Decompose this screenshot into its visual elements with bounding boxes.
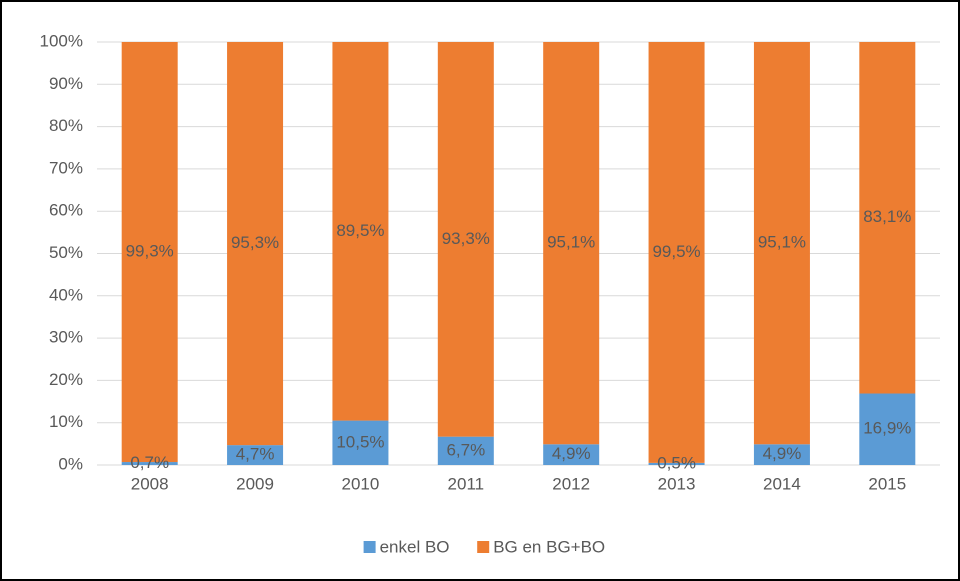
bar-segment [753, 42, 810, 445]
y-tick-label: 10% [49, 412, 83, 431]
bar-segment [437, 436, 494, 465]
data-label: 4,9% [763, 444, 802, 463]
data-label: 83,1% [863, 207, 911, 226]
x-tick-label: 2008 [131, 474, 169, 493]
bar-segment [437, 42, 494, 437]
bar-segment [121, 462, 178, 465]
data-label: 16,9% [863, 419, 911, 438]
y-tick-label: 50% [49, 243, 83, 262]
y-tick-label: 20% [49, 370, 83, 389]
x-tick-label: 2011 [448, 474, 485, 493]
data-label: 93,3% [442, 229, 490, 248]
y-tick-label: 30% [49, 328, 83, 347]
legend-swatch [477, 541, 490, 553]
data-label: 89,5% [336, 221, 384, 240]
data-label: 0,5% [657, 453, 696, 472]
x-tick-label: 2012 [552, 474, 590, 493]
x-tick-label: 2013 [658, 474, 696, 493]
bar-segment [332, 42, 389, 421]
y-tick-label: 0% [58, 454, 83, 473]
bar-segment [648, 42, 705, 463]
bar-segment [648, 462, 705, 465]
y-tick-label: 100% [40, 31, 83, 50]
bar-segment [227, 42, 284, 446]
bar-segment [332, 420, 389, 465]
bar-segment [859, 393, 916, 465]
legend-swatch [363, 541, 376, 553]
x-tick-label: 2014 [763, 474, 801, 493]
y-tick-label: 70% [49, 158, 83, 177]
data-label: 99,5% [652, 242, 700, 261]
data-label: 4,9% [552, 444, 591, 463]
y-tick-label: 40% [49, 285, 83, 304]
bar-segment [543, 42, 600, 445]
y-tick-label: 80% [49, 116, 83, 135]
x-tick-label: 2010 [342, 474, 380, 493]
x-tick-label: 2015 [868, 474, 906, 493]
data-label: 95,1% [547, 233, 595, 252]
data-label: 10,5% [336, 432, 384, 451]
x-tick-label: 2009 [236, 474, 274, 493]
data-label: 6,7% [446, 440, 485, 459]
y-tick-label: 60% [49, 201, 83, 220]
y-tick-label: 90% [49, 74, 83, 93]
bar-segment [227, 445, 284, 465]
legend-label: enkel BO [380, 537, 450, 556]
bar-segment [121, 42, 178, 463]
bar-segment [543, 444, 600, 465]
bar-segment [753, 444, 810, 465]
data-label: 95,1% [758, 233, 806, 252]
bar-segment [859, 42, 916, 394]
data-label: 0,7% [130, 453, 169, 472]
legend-label: BG en BG+BO [493, 537, 605, 556]
data-label: 99,3% [126, 242, 174, 261]
data-label: 95,3% [231, 233, 279, 252]
data-label: 4,7% [236, 445, 275, 464]
